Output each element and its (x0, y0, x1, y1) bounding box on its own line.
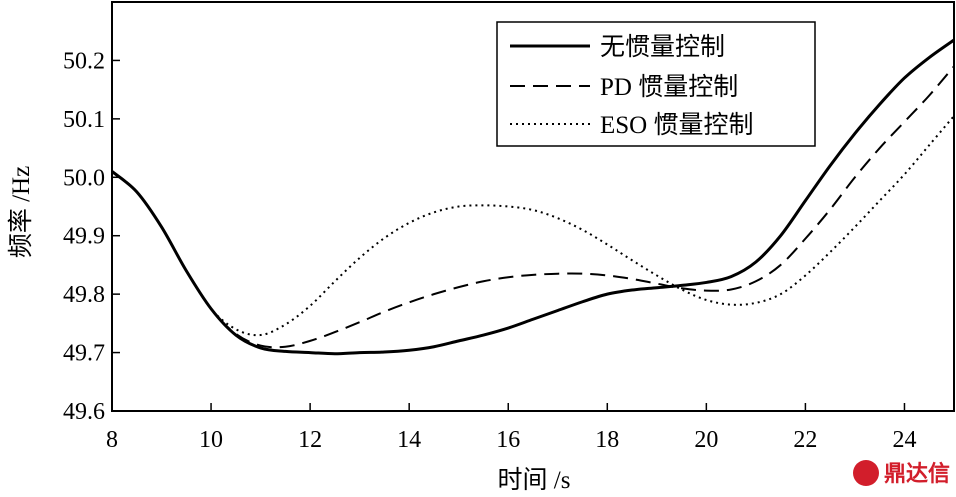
x-tick-label: 24 (892, 427, 916, 453)
y-axis-title: 频率 /Hz (7, 166, 35, 258)
x-tick-label: 12 (298, 427, 322, 453)
y-tick-label: 50.1 (63, 107, 105, 133)
x-tick-label: 8 (106, 427, 118, 453)
plot-area (111, 1, 955, 412)
plot-frame (111, 1, 955, 412)
y-tick-label: 49.6 (63, 399, 105, 425)
y-axis-ticks: 49.6 49.7 49.8 49.9 50.0 50.1 50.2 (63, 48, 120, 425)
watermark-text: 鼎达信 (884, 461, 950, 487)
series-layer (111, 38, 955, 356)
x-axis-title: 时间 /s (498, 466, 571, 494)
y-tick-label: 49.9 (63, 224, 105, 250)
x-tick-label: 14 (397, 427, 421, 453)
series-line-pd-inertia (111, 65, 955, 349)
y-tick-label: 49.7 (63, 341, 105, 367)
y-tick-label: 49.8 (63, 282, 105, 308)
series-line-eso-inertia (111, 115, 955, 337)
x-axis-ticks: 8 10 12 14 16 18 20 22 24 (106, 403, 916, 453)
legend-label-pd-inertia: PD 惯量控制 (600, 73, 738, 101)
y-tick-label: 50.2 (63, 48, 105, 74)
legend-label-no-inertia: 无惯量控制 (600, 33, 725, 61)
x-tick-label: 10 (199, 427, 223, 453)
x-tick-label: 16 (496, 427, 520, 453)
legend: 无惯量控制 PD 惯量控制 ESO 惯量控制 (496, 21, 816, 147)
x-tick-label: 22 (793, 427, 817, 453)
series-line-no-inertia (111, 38, 955, 356)
x-tick-label: 20 (694, 427, 718, 453)
legend-box (496, 21, 816, 147)
y-tick-label: 50.0 (63, 165, 105, 191)
legend-label-eso-inertia: ESO 惯量控制 (600, 111, 753, 139)
x-tick-label: 18 (595, 427, 619, 453)
watermark-logo: 鼎达信 (853, 460, 950, 487)
watermark-logo-icon (853, 460, 879, 486)
